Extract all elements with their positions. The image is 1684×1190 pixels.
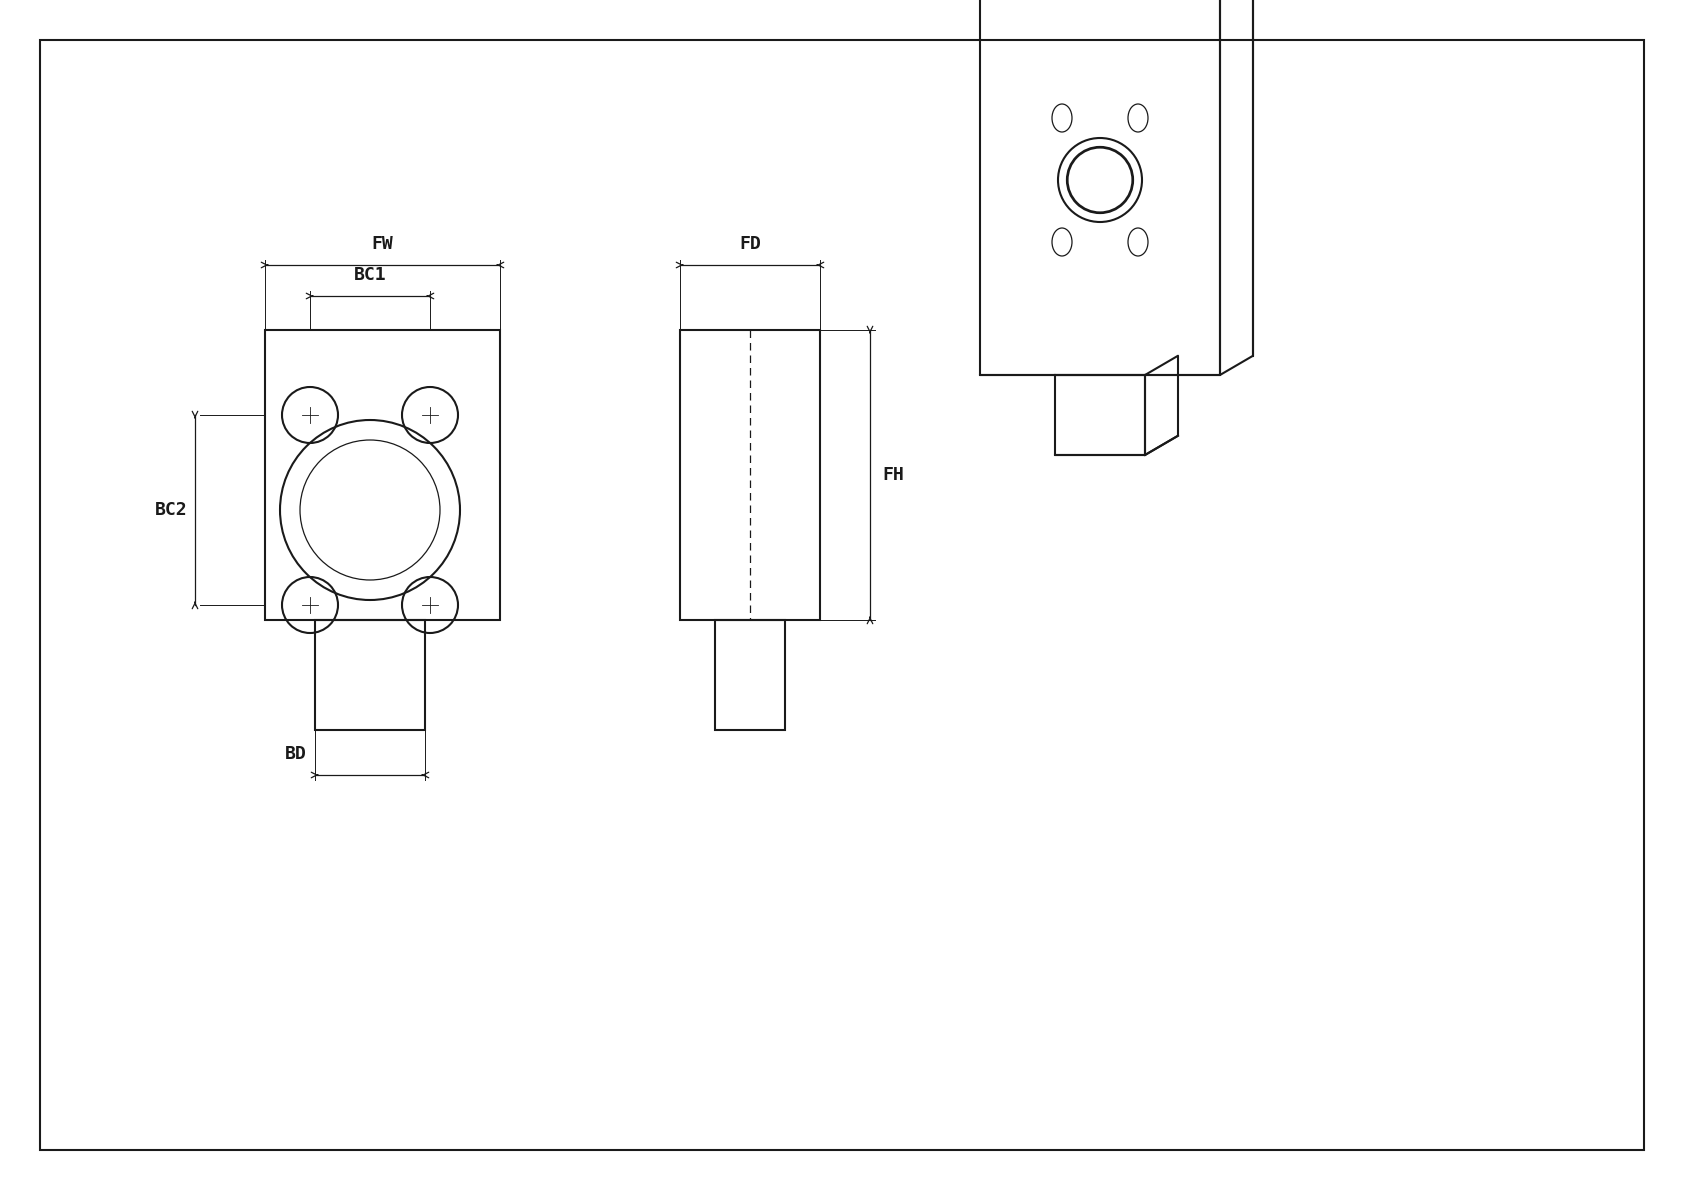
Text: FD: FD (739, 234, 761, 253)
Text: BC2: BC2 (155, 501, 187, 519)
Bar (264, 330, 500, 620)
Text: FH: FH (882, 466, 904, 484)
Text: BC1: BC1 (354, 267, 386, 284)
Bar (680, 330, 820, 620)
Bar (315, 620, 424, 729)
Bar (716, 620, 785, 729)
Text: BD: BD (285, 745, 306, 763)
Text: FW: FW (372, 234, 394, 253)
